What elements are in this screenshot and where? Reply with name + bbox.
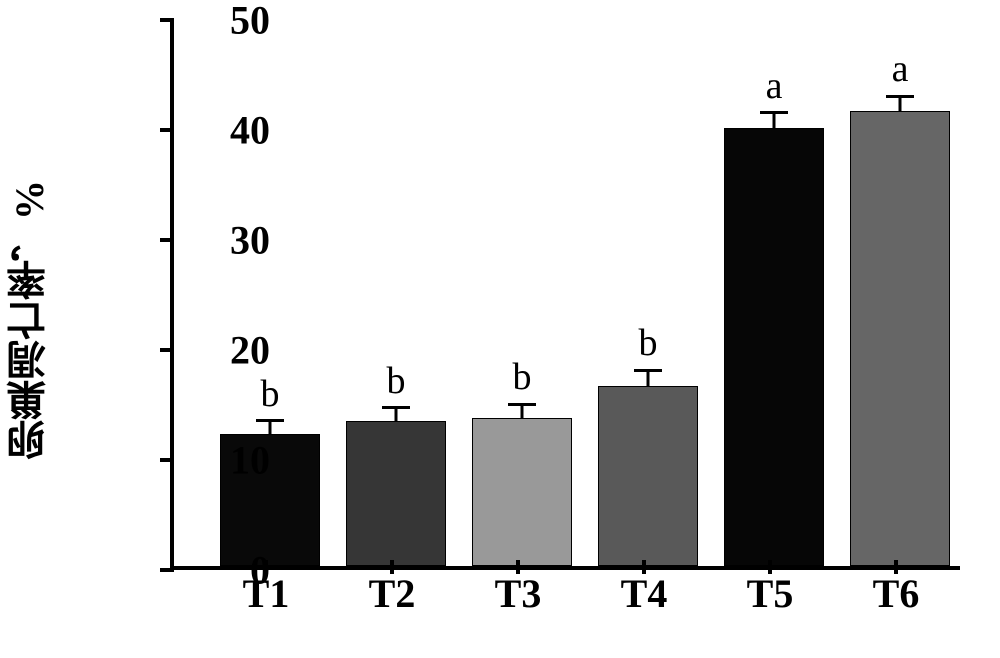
error-bar-cap [256, 419, 284, 422]
y-tick-label: 30 [210, 217, 270, 264]
significance-label: b [387, 359, 406, 403]
error-bar-cap [508, 403, 536, 406]
error-bar-stem [899, 96, 902, 110]
error-bar-stem [773, 113, 776, 128]
y-axis-label: 卵巢凋亡率，% [1, 180, 59, 460]
chart-container: 卵巢凋亡率，% bbbbaa 01020304050T1T2T3T4T5T6 [70, 10, 970, 630]
y-tick-label: 20 [210, 327, 270, 374]
error-bar-cap [382, 406, 410, 409]
error-bar-stem [647, 370, 650, 385]
error-bar-stem [395, 408, 398, 421]
y-tick-mark [160, 458, 174, 462]
y-tick-mark [160, 568, 174, 572]
error-bar-stem [521, 404, 524, 417]
significance-label: b [639, 321, 658, 365]
significance-label: b [513, 355, 532, 399]
x-tick-label: T6 [873, 570, 920, 617]
plot-area: b b b b a a [170, 20, 960, 570]
error-bar-stem [269, 421, 272, 434]
significance-label: a [892, 47, 909, 91]
y-tick-mark [160, 128, 174, 132]
y-tick-mark [160, 238, 174, 242]
x-tick-label: T3 [495, 570, 542, 617]
error-bar-cap [634, 369, 662, 372]
y-tick-label: 50 [210, 0, 270, 44]
bar [724, 128, 824, 566]
x-tick-label: T1 [243, 570, 290, 617]
y-tick-label: 40 [210, 107, 270, 154]
y-tick-mark [160, 348, 174, 352]
bar [472, 418, 572, 567]
bar [850, 111, 950, 566]
y-tick-label: 10 [210, 437, 270, 484]
significance-label: b [261, 372, 280, 416]
x-tick-label: T5 [747, 570, 794, 617]
y-tick-mark [160, 18, 174, 22]
x-tick-label: T4 [621, 570, 668, 617]
significance-label: a [766, 64, 783, 108]
error-bar-cap [760, 111, 788, 114]
error-bar-cap [886, 95, 914, 98]
x-tick-label: T2 [369, 570, 416, 617]
bar [598, 386, 698, 566]
bar [346, 421, 446, 566]
